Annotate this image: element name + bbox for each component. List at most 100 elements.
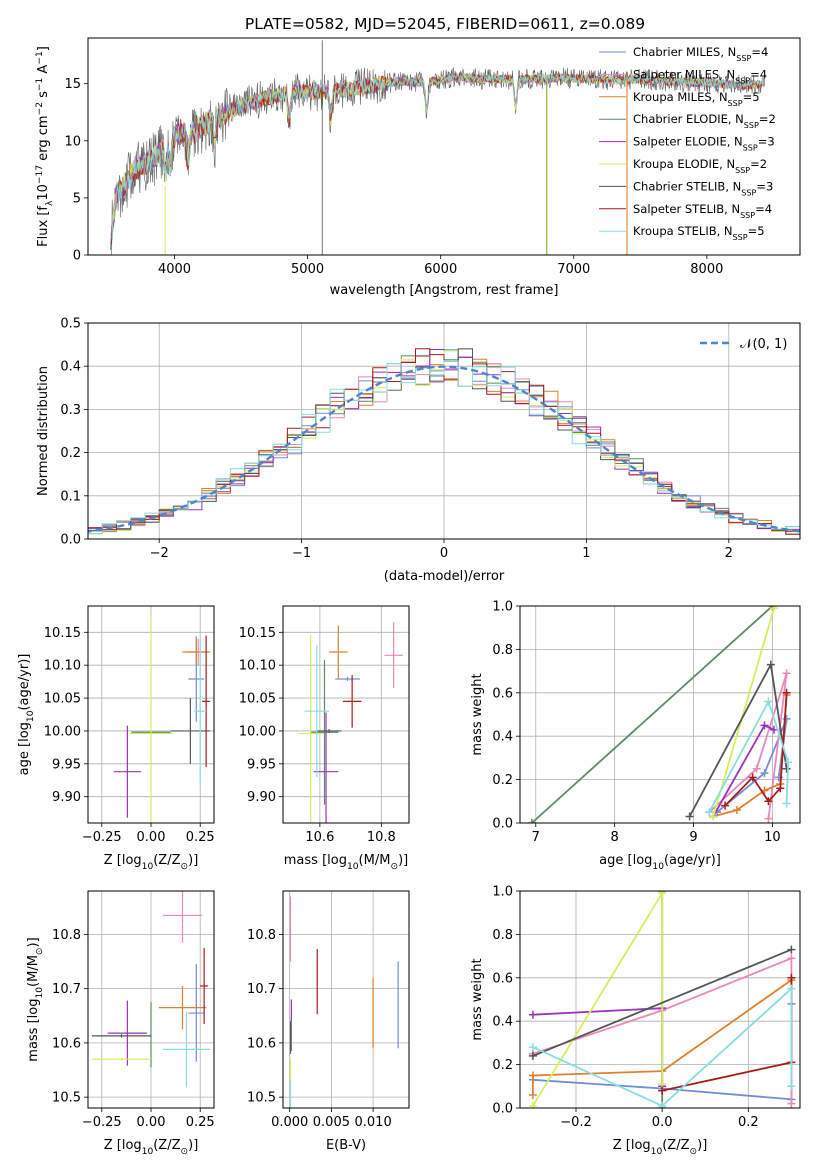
y-tick-label: 10.6 bbox=[247, 1036, 276, 1051]
x-axis-label-part: age [log bbox=[599, 853, 652, 868]
plot-area bbox=[110, 40, 766, 255]
legend-entry: Salpeter STELIB, NSSP=4 bbox=[633, 202, 772, 220]
y-axis-label: age [log10(age/yr)] bbox=[17, 654, 36, 776]
legend-entry-part: SSP bbox=[744, 121, 759, 130]
axes-frame bbox=[87, 605, 215, 824]
y-axis-label-part: (M/M bbox=[26, 955, 41, 987]
x-tick-label: −0.25 bbox=[82, 1115, 122, 1130]
x-tick-label: −1 bbox=[292, 546, 311, 561]
legend-entry-part: =5 bbox=[743, 90, 760, 104]
y-tick-label: 0.0 bbox=[492, 1102, 513, 1117]
x-axis-label-part: (Z/Z bbox=[662, 1138, 689, 1153]
axes-frame bbox=[87, 322, 801, 540]
y-axis-label-part: 10 bbox=[36, 184, 51, 201]
weight-marker bbox=[769, 606, 778, 613]
x-tick-label: 0.00 bbox=[137, 830, 166, 845]
weight-marker bbox=[782, 688, 791, 697]
y-axis-label-part: 10 bbox=[35, 987, 45, 999]
legend-entry-part: =2 bbox=[759, 112, 776, 126]
x-axis-label-part: mass [log bbox=[284, 853, 347, 868]
y-tick-label: 15 bbox=[64, 77, 81, 92]
legend-entry: Chabrier MILES, NSSP=4 bbox=[633, 45, 768, 63]
weight-marker bbox=[709, 812, 718, 821]
x-tick-label: 10 bbox=[764, 830, 781, 845]
y-tick-label: 1.0 bbox=[492, 885, 513, 900]
weight-marker bbox=[752, 764, 761, 773]
y-axis-label-part: 10 bbox=[26, 710, 36, 722]
weight-marker bbox=[658, 1086, 667, 1095]
x-tick-label: 8000 bbox=[690, 262, 723, 277]
legend-entry-part: Kroupa ELODIE, N bbox=[633, 157, 735, 171]
x-axis-label-part: 10 bbox=[652, 862, 664, 872]
y-axis-label-part: s bbox=[36, 91, 51, 102]
legend-entry-part: =4 bbox=[755, 202, 772, 216]
weight-marker bbox=[764, 697, 773, 706]
axes-frame bbox=[282, 890, 410, 1109]
legend-entry-part: Kroupa STELIB, N bbox=[633, 224, 733, 238]
weight-marker bbox=[658, 891, 667, 898]
panel-residual-histogram: −2 −1 0 1 2 0.0 0.1 0.2 0.3 0.4 0.5 𝒩(0, 1) (data-mo… bbox=[36, 317, 801, 584]
legend-entry-part: Chabrier STELIB, N bbox=[633, 179, 741, 193]
y-tick-label: 10.05 bbox=[44, 692, 81, 707]
y-tick-label: 0.2 bbox=[492, 773, 513, 788]
x-tick-label: 0.000 bbox=[271, 1115, 308, 1130]
axes-frame bbox=[519, 890, 801, 1109]
y-tick-label: 9.95 bbox=[52, 757, 81, 772]
weight-marker bbox=[760, 721, 769, 730]
y-axis-label-part: −1 bbox=[35, 78, 45, 91]
legend-entry-part: Salpeter STELIB, N bbox=[633, 202, 740, 216]
legend-entry-part: SSP bbox=[743, 143, 758, 152]
weight-marker bbox=[760, 769, 769, 778]
y-tick-label: 0.1 bbox=[60, 489, 81, 504]
weight-marker bbox=[732, 805, 741, 814]
x-tick-label: 10.6 bbox=[305, 830, 334, 845]
weight-line bbox=[532, 986, 793, 1107]
plot-area bbox=[113, 615, 211, 823]
y-tick-label: 0.5 bbox=[60, 317, 81, 332]
legend-entry-part: Chabrier ELODIE, N bbox=[633, 112, 744, 126]
legend-entry-part: =4 bbox=[751, 45, 768, 59]
y-axis-label: mass weight bbox=[470, 958, 485, 1040]
x-axis-label-part: 10 bbox=[347, 862, 359, 872]
panel-age-vs-mass: 10.6 10.8 9.90 9.95 10.00 10.05 10.10 10.15 mass… bbox=[239, 605, 410, 872]
weight-marker bbox=[528, 1090, 537, 1099]
weight-marker bbox=[764, 797, 773, 806]
y-tick-label: 10.8 bbox=[52, 928, 81, 943]
weight-marker bbox=[787, 954, 796, 963]
y-axis-label: mass [log10(M/M⊙)] bbox=[26, 937, 45, 1061]
legend-entry-part: =5 bbox=[748, 224, 765, 238]
weight-marker bbox=[528, 1043, 537, 1052]
y-tick-label: 10 bbox=[64, 134, 81, 149]
legend-entry: 𝒩(0, 1) bbox=[740, 337, 787, 352]
y-tick-label: 0.0 bbox=[492, 817, 513, 832]
weight-marker bbox=[784, 758, 793, 767]
y-tick-label: 10.15 bbox=[44, 626, 81, 641]
y-tick-label: 10.10 bbox=[239, 659, 276, 674]
x-tick-label: 0.0 bbox=[652, 1115, 673, 1130]
weight-marker bbox=[527, 819, 536, 823]
axes-frame bbox=[282, 605, 410, 824]
legend-entry-part: SSP bbox=[741, 188, 756, 197]
weight-marker bbox=[776, 784, 785, 793]
x-axis-label-part: 10 bbox=[142, 862, 154, 872]
x-tick-label: 10.8 bbox=[367, 830, 396, 845]
plot-area bbox=[91, 891, 211, 1088]
legend-entry-part: =3 bbox=[758, 135, 775, 149]
legend-entry: Salpeter MILES, NSSP=4 bbox=[633, 67, 767, 85]
weight-marker bbox=[769, 725, 778, 734]
y-tick-label: 0.0 bbox=[60, 533, 81, 548]
y-tick-label: 10.05 bbox=[239, 692, 276, 707]
y-tick-label: 0.4 bbox=[60, 360, 81, 375]
y-tick-label: 0 bbox=[73, 249, 81, 264]
y-axis-label-part: −1 bbox=[35, 51, 45, 64]
axes-frame bbox=[87, 890, 215, 1109]
y-axis-label-part: −17 bbox=[35, 165, 45, 184]
weight-marker bbox=[787, 973, 796, 982]
y-tick-label: 10.00 bbox=[239, 724, 276, 739]
normal-curve bbox=[88, 365, 800, 533]
x-axis-label-part: 10 bbox=[651, 1147, 663, 1157]
x-axis-label: age [log10(age/yr)] bbox=[599, 853, 721, 872]
x-axis-label-part: )] bbox=[398, 853, 408, 868]
legend-entry-part: SSP bbox=[728, 98, 743, 107]
